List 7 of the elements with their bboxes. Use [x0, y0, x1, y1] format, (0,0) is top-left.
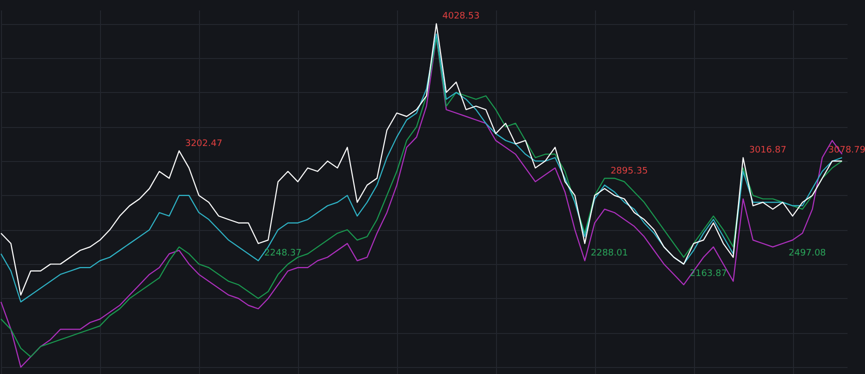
text: 4028.53 [442, 12, 480, 22]
annotation: 2497.08 [788, 248, 826, 259]
annotation: 2288.01 [590, 248, 628, 259]
annotation: 3202.47 [185, 138, 222, 149]
annotation: 2895.35 [610, 166, 648, 176]
annotation: 3016.87 [749, 146, 786, 156]
annotation: 2248.37 [264, 248, 302, 259]
